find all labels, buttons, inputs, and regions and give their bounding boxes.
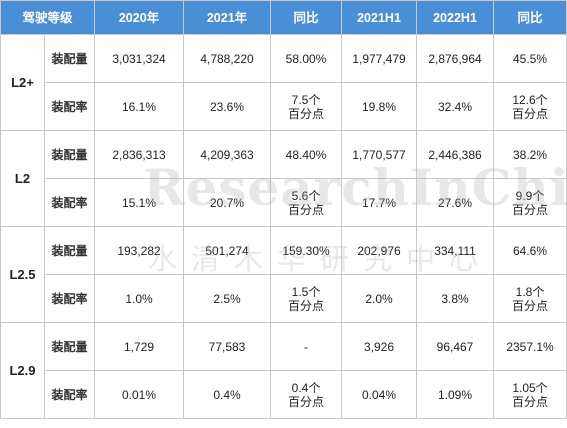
value-cell-h2022: 2,446,386 xyxy=(416,130,495,179)
value-cell-yoy2: 45.5% xyxy=(493,34,567,83)
metric-cell: 装配量 xyxy=(43,226,96,275)
metric-cell: 装配量 xyxy=(43,130,96,179)
value-cell-yoy2: 12.6个 百分点 xyxy=(493,82,567,131)
metric-cell: 装配率 xyxy=(43,370,96,419)
metric-cell: 装配量 xyxy=(43,322,96,371)
value-cell-h2021: 2.0% xyxy=(341,274,418,323)
table-row: 装配率 0.01% 0.4% 0.4个 百分点 0.04% 1.09% 1.05个 百分点 xyxy=(1,370,567,419)
table-row: L2.9 装配量 1,729 77,583-3,926 96,467 2357.1% xyxy=(0,322,567,419)
metric-cell: 装配率 xyxy=(43,82,96,131)
value-cell-h2022: 1.09% xyxy=(416,370,495,419)
value-cell-v2020: 0.01% xyxy=(94,370,185,419)
table-body: L2+ 装配量 3,031,324 4,788,220 58.00% 1,977,479 2… xyxy=(0,34,567,419)
value-cell-v2020: 2,836,313 xyxy=(94,130,185,179)
table-row: L2+ 装配量 3,031,324 4,788,220 58.00% 1,977,479 2… xyxy=(0,34,567,131)
value-cell-yoy2: 64.6% xyxy=(493,226,567,275)
value-cell-yoy1: 5.6个 百分点 xyxy=(270,178,343,227)
table-row: 装配率 1.0% 2.5% 1.5个 百分点 2.0% 3.8% 1.8个 百分点 xyxy=(1,274,567,323)
value-cell-h2022: 334,111 xyxy=(416,226,495,275)
value-cell-h2021: 19.8% xyxy=(341,82,418,131)
metric-cell: 装配率 xyxy=(43,178,96,227)
table-header: 驾驶等级 2020年 2021年 同比 2021H1 2022H1 同比 xyxy=(0,0,567,35)
header-2022h1: 2022H1 xyxy=(416,0,495,35)
value-cell-v2021: 20.7% xyxy=(183,178,272,227)
value-cell-h2022: 3.8% xyxy=(416,274,495,323)
value-cell-v2021: 4,788,220 xyxy=(183,34,272,83)
value-cell-v2021: 4,209,363 xyxy=(183,130,272,179)
value-cell-h2022: 96,467 xyxy=(416,322,495,371)
value-cell-h2022: 32.4% xyxy=(416,82,495,131)
table-row: L2.5 装配量 193,282 501,274 159.30% 202,976 334,1… xyxy=(0,226,567,323)
value-cell-h2021: 3,926 xyxy=(341,322,418,371)
table-row: 装配率 15.1% 20.7% 5.6个 百分点 17.7% 27.6% 9.9个 百分点 xyxy=(1,178,567,227)
header-2021h1: 2021H1 xyxy=(341,0,418,35)
value-cell-v2021: 23.6% xyxy=(183,82,272,131)
value-cell-v2020: 1.0% xyxy=(94,274,185,323)
value-cell-h2022: 27.6% xyxy=(416,178,495,227)
header-yoy-half: 同比 xyxy=(493,0,567,35)
value-cell-v2021: 77,583 xyxy=(183,322,272,371)
value-cell-h2021: 1,977,479 xyxy=(341,34,418,83)
value-cell-v2020: 16.1% xyxy=(94,82,185,131)
level-cell: L2.9 xyxy=(0,322,45,419)
value-cell-h2021: 202,976 xyxy=(341,226,418,275)
value-cell-yoy2: 2357.1% xyxy=(493,322,567,371)
value-cell-yoy2: 38.2% xyxy=(493,130,567,179)
value-cell-yoy1: - xyxy=(270,322,343,371)
value-cell-yoy1: 0.4个 百分点 xyxy=(270,370,343,419)
adas-penetration-table: 驾驶等级 2020年 2021年 同比 2021H1 2022H1 同比 L2+… xyxy=(0,0,567,419)
value-cell-v2020: 1,729 xyxy=(94,322,185,371)
value-cell-v2021: 501,274 xyxy=(183,226,272,275)
value-cell-h2022: 2,876,964 xyxy=(416,34,495,83)
value-cell-v2020: 193,282 xyxy=(94,226,185,275)
value-cell-h2021: 0.04% xyxy=(341,370,418,419)
value-cell-yoy2: 1.8个 百分点 xyxy=(493,274,567,323)
value-cell-yoy2: 9.9个 百分点 xyxy=(493,178,567,227)
value-cell-yoy1: 1.5个 百分点 xyxy=(270,274,343,323)
value-cell-h2021: 17.7% xyxy=(341,178,418,227)
header-2021: 2021年 xyxy=(183,0,272,35)
table-row: 装配率 16.1% 23.6% 7.5个 百分点 19.8% 32.4% 12.6个 百分点 xyxy=(1,82,567,131)
value-cell-v2020: 15.1% xyxy=(94,178,185,227)
level-cell: L2 xyxy=(0,130,45,227)
level-cell: L2+ xyxy=(0,34,45,131)
metric-cell: 装配量 xyxy=(43,34,96,83)
table-row: L2 装配量 2,836,313 4,209,363 48.40% 1,770,577 2,… xyxy=(0,130,567,227)
value-cell-yoy1: 58.00% xyxy=(270,34,343,83)
metric-cell: 装配率 xyxy=(43,274,96,323)
value-cell-yoy1: 159.30% xyxy=(270,226,343,275)
value-cell-v2021: 2.5% xyxy=(183,274,272,323)
header-yoy-annual: 同比 xyxy=(270,0,343,35)
value-cell-v2020: 3,031,324 xyxy=(94,34,185,83)
header-2020: 2020年 xyxy=(94,0,185,35)
header-level: 驾驶等级 xyxy=(0,0,96,35)
header-row: 驾驶等级 2020年 2021年 同比 2021H1 2022H1 同比 xyxy=(0,0,567,35)
value-cell-yoy2: 1.05个 百分点 xyxy=(493,370,567,419)
level-cell: L2.5 xyxy=(0,226,45,323)
value-cell-yoy1: 48.40% xyxy=(270,130,343,179)
value-cell-yoy1: 7.5个 百分点 xyxy=(270,82,343,131)
value-cell-v2021: 0.4% xyxy=(183,370,272,419)
value-cell-h2021: 1,770,577 xyxy=(341,130,418,179)
